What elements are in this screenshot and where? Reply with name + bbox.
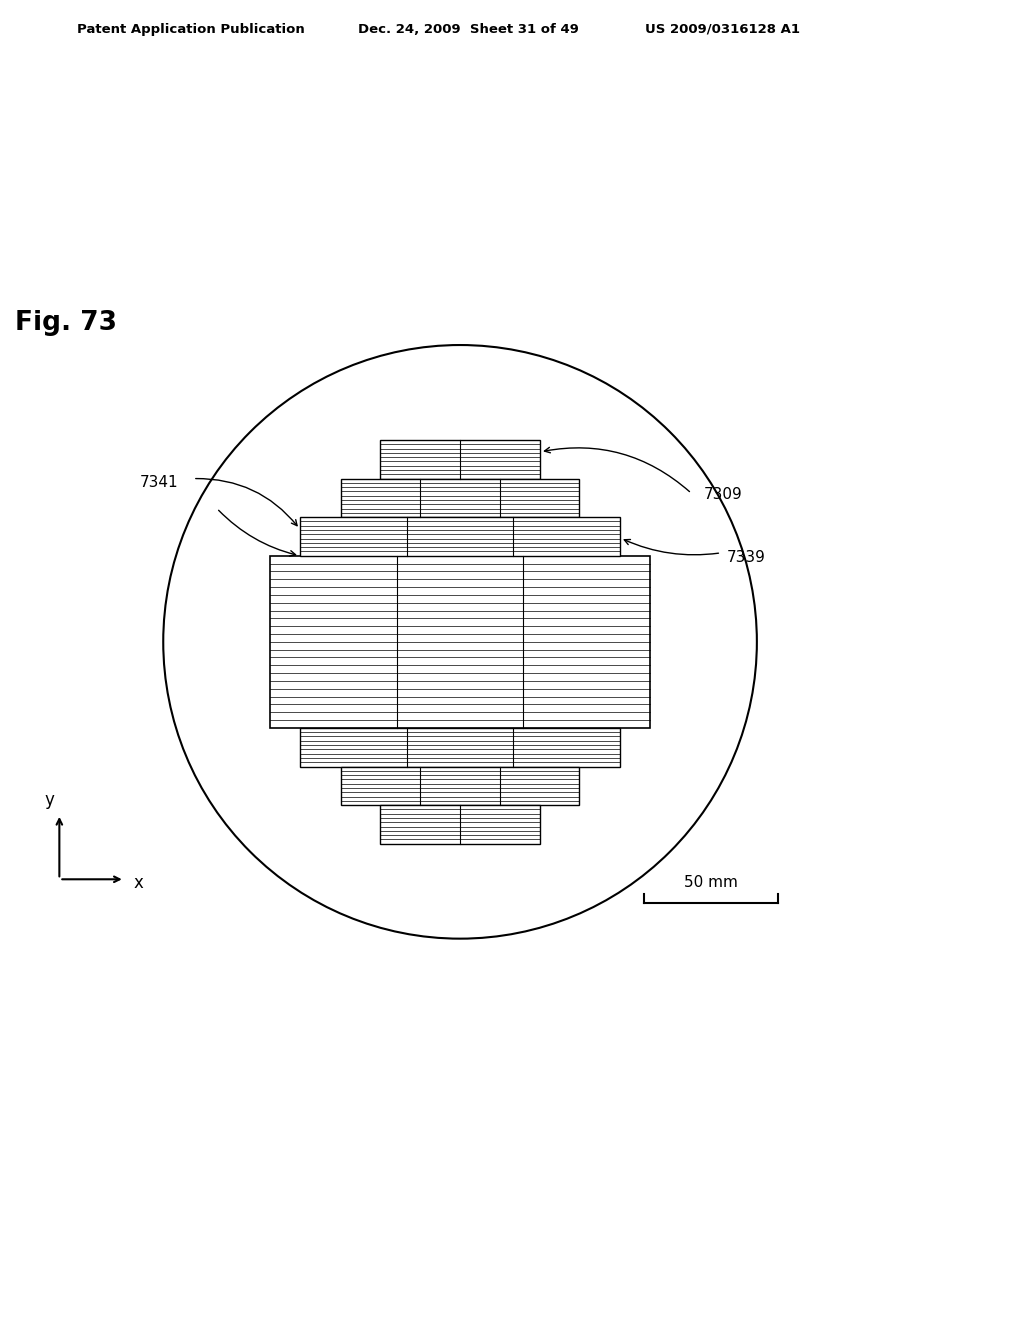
Bar	[341, 479, 579, 517]
Text: 50 mm: 50 mm	[684, 875, 738, 890]
Text: 7339: 7339	[727, 549, 766, 565]
Bar	[300, 727, 621, 767]
Bar	[270, 556, 650, 727]
Bar	[380, 440, 541, 479]
Text: 7309: 7309	[703, 487, 742, 503]
Bar	[380, 805, 541, 843]
Bar	[300, 517, 621, 556]
Text: Fig. 73: Fig. 73	[14, 310, 117, 337]
Text: y: y	[44, 791, 54, 809]
Text: 7341: 7341	[139, 475, 178, 491]
Text: x: x	[133, 874, 143, 892]
Text: Patent Application Publication: Patent Application Publication	[77, 22, 304, 36]
Bar	[341, 767, 579, 805]
Text: Dec. 24, 2009  Sheet 31 of 49: Dec. 24, 2009 Sheet 31 of 49	[358, 22, 580, 36]
Text: US 2009/0316128 A1: US 2009/0316128 A1	[645, 22, 800, 36]
